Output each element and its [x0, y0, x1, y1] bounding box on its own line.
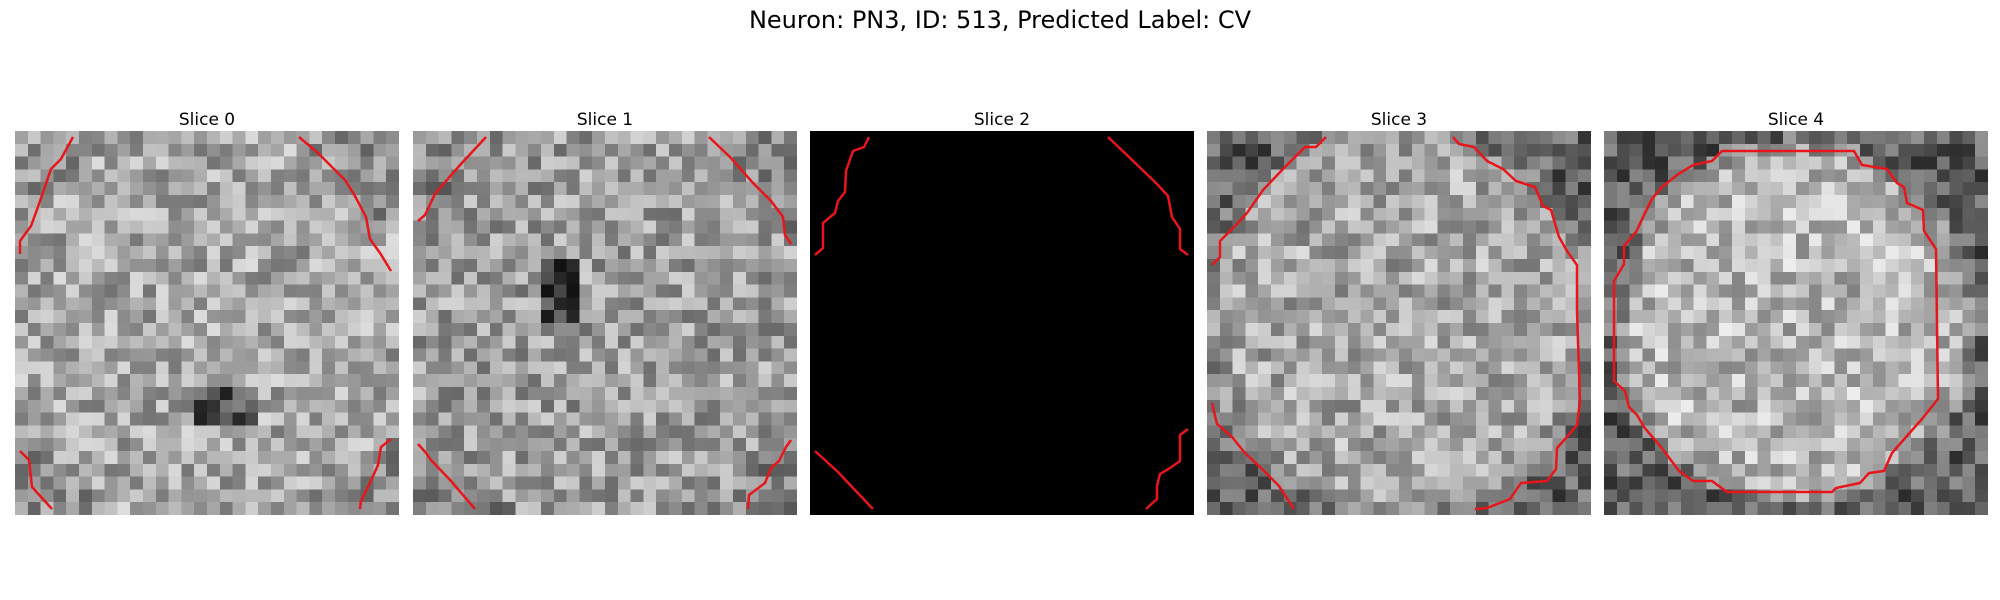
contour-line — [814, 450, 874, 510]
slice-panel-4: Slice 4 — [1604, 109, 1988, 515]
slice-image — [1604, 131, 1988, 515]
intensity-image — [1207, 131, 1591, 515]
slice-image — [1207, 131, 1591, 515]
intensity-image — [1604, 131, 1988, 515]
slice-panel-0: Slice 0 — [15, 109, 399, 515]
contour-overlay — [417, 136, 793, 510]
contour-line — [298, 136, 393, 272]
contour-line — [18, 136, 75, 254]
contour-line — [746, 439, 793, 510]
contour-line — [1210, 402, 1296, 510]
slice-title: Slice 3 — [1370, 110, 1428, 130]
contour-line — [1211, 136, 1327, 266]
contour-line — [19, 450, 53, 510]
contour-line — [417, 136, 487, 222]
slice-panel-2: Slice 2 — [810, 109, 1194, 515]
figure-title: Neuron: PN3, ID: 513, Predicted Label: C… — [748, 6, 1252, 34]
slice-title: Slice 2 — [973, 110, 1031, 130]
contour-overlay — [1612, 149, 1940, 494]
slice-title: Slice 1 — [576, 110, 634, 130]
slice-panel-3: Slice 3 — [1207, 109, 1591, 515]
contour-line — [1452, 136, 1582, 511]
contour-line — [1145, 428, 1189, 510]
slice-panel-1: Slice 1 — [413, 109, 797, 515]
contour-line — [814, 136, 871, 256]
intensity-image — [413, 131, 797, 515]
contour-line — [1612, 149, 1940, 494]
contour-overlay — [1210, 136, 1582, 511]
slice-image — [810, 131, 1194, 515]
intensity-image — [810, 131, 1194, 515]
intensity-image — [15, 131, 399, 515]
slice-title: Slice 4 — [1767, 110, 1825, 130]
slice-title: Slice 0 — [178, 110, 236, 130]
slice-image — [15, 131, 399, 515]
slice-image — [413, 131, 797, 515]
contour-line — [708, 136, 793, 245]
contour-line — [1107, 136, 1189, 256]
contour-overlay — [814, 136, 1189, 510]
contour-line — [417, 443, 476, 510]
contour-line — [358, 438, 392, 510]
contour-overlay — [18, 136, 393, 510]
